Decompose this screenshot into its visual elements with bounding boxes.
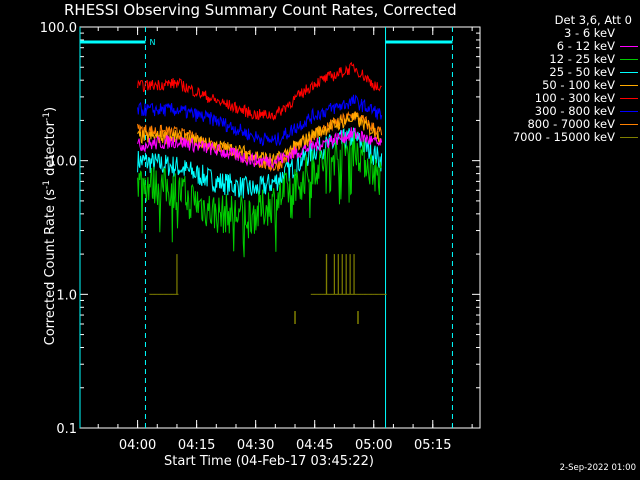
legend-label: 6 - 12 keV — [556, 39, 615, 53]
x-axis-label: Start Time (04-Feb-17 03:45:22) — [164, 454, 374, 469]
series-line-3 — [137, 127, 383, 199]
series-line-5 — [137, 61, 382, 121]
y-tick-label: 10.0 — [48, 155, 77, 170]
y-axis-label: Corrected Count Rate (s-1 detector-1) — [41, 106, 59, 346]
legend-swatch — [620, 137, 638, 138]
series-line-2 — [137, 132, 382, 258]
legend-swatch — [620, 33, 638, 34]
legend-swatch — [620, 46, 638, 47]
plot-frame — [79, 26, 481, 429]
legend-swatch — [620, 98, 638, 99]
legend-label: 100 - 300 keV — [534, 91, 615, 105]
legend-entry: 12 - 25 keV — [482, 53, 640, 66]
x-tick-label: 04:00 — [119, 438, 156, 453]
legend-entry: 50 - 100 keV — [482, 79, 640, 92]
legend-entry: 7000 - 15000 keV — [482, 131, 640, 144]
y-tick-label: 100.0 — [40, 21, 77, 36]
legend-swatch — [620, 111, 638, 112]
legend-title: Det 3,6, Att 0 — [554, 13, 632, 27]
legend-label: 800 - 7000 keV — [527, 117, 615, 131]
legend-entry: 300 - 800 keV — [482, 105, 640, 118]
legend: Det 3,6, Att 0 3 - 6 keV 6 - 12 keV 12 - 2… — [482, 13, 640, 144]
date-stamp: 2-Sep-2022 01:00 — [559, 463, 636, 473]
legend-label: 300 - 800 keV — [534, 104, 615, 118]
chart-title: RHESSI Observing Summary Count Rates, Co… — [64, 1, 457, 19]
legend-swatch — [620, 124, 638, 125]
legend-swatch — [620, 85, 638, 86]
legend-label: 25 - 50 keV — [549, 65, 615, 79]
legend-label: 50 - 100 keV — [542, 78, 615, 92]
legend-entry: 25 - 50 keV — [482, 66, 640, 79]
x-tick-label: 04:45 — [296, 438, 333, 453]
legend-label: 7000 - 15000 keV — [512, 130, 615, 144]
series-line-6 — [137, 94, 383, 147]
series-line-4 — [137, 111, 382, 165]
x-tick-label: 05:15 — [414, 438, 451, 453]
x-tick-label: 05:00 — [355, 438, 392, 453]
y-tick-label: 0.1 — [56, 422, 77, 437]
legend-entry: 6 - 12 keV — [482, 40, 640, 53]
series-line-1 — [137, 127, 383, 170]
x-tick-label: 04:15 — [178, 438, 215, 453]
legend-entry: 3 - 6 keV — [482, 27, 640, 40]
x-tick-label: 04:30 — [237, 438, 274, 453]
legend-entry: 800 - 7000 keV — [482, 118, 640, 131]
legend-label: 3 - 6 keV — [564, 26, 615, 40]
legend-label: 12 - 25 keV — [549, 52, 615, 66]
y-tick-label: 1.0 — [56, 288, 77, 303]
legend-swatch — [620, 72, 638, 73]
legend-swatch — [620, 59, 638, 60]
legend-entry: 100 - 300 keV — [482, 92, 640, 105]
night-marker: N — [149, 38, 155, 47]
